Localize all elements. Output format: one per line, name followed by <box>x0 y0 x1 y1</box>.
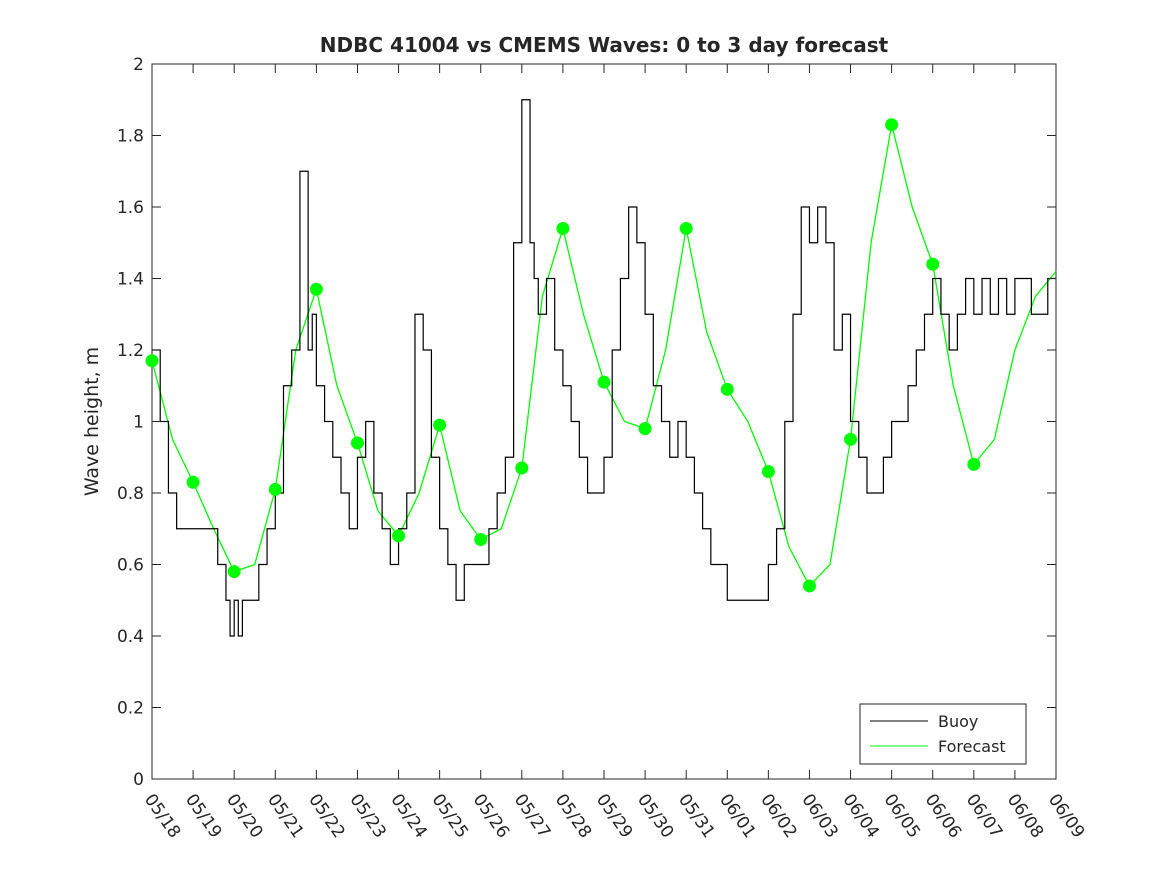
x-tick-label: 05/31 <box>674 790 718 842</box>
x-tick-label: 05/18 <box>140 790 184 842</box>
y-tick-label: 1.8 <box>117 127 144 147</box>
x-tick-label: 05/25 <box>428 790 472 842</box>
y-tick-label: 1 <box>133 413 144 433</box>
x-tick-label: 06/03 <box>797 790 841 842</box>
forecast-marker <box>679 221 693 235</box>
x-tick-label: 05/29 <box>592 790 636 842</box>
forecast-marker <box>885 118 899 132</box>
x-tick-label: 06/06 <box>921 790 965 842</box>
forecast-marker <box>350 436 364 450</box>
x-tick-label: 05/28 <box>551 790 595 842</box>
forecast-marker <box>268 482 282 496</box>
y-tick-label: 0.4 <box>117 627 144 647</box>
x-tick-label: 06/07 <box>962 790 1006 842</box>
forecast-marker <box>227 565 241 579</box>
forecast-marker <box>761 465 775 479</box>
x-tick-label: 06/05 <box>880 790 924 842</box>
forecast-marker <box>474 532 488 546</box>
forecast-marker <box>309 282 323 296</box>
y-axis-label: Wave height, m <box>81 347 103 496</box>
legend-box <box>859 703 1027 765</box>
legend-forecast-label: Forecast <box>938 737 1006 756</box>
forecast-marker <box>802 579 816 593</box>
x-tick-label: 06/09 <box>1044 790 1088 842</box>
forecast-marker <box>145 354 159 368</box>
forecast-marker <box>433 418 447 432</box>
forecast-marker <box>556 221 570 235</box>
forecast-markers <box>145 118 981 593</box>
y-tick-label: 1.4 <box>117 270 144 290</box>
y-tick-label: 1.6 <box>117 198 144 218</box>
forecast-marker <box>186 475 200 489</box>
x-tick-label: 05/21 <box>263 790 307 842</box>
forecast-marker <box>967 457 981 471</box>
x-tick-label: 06/08 <box>1003 790 1047 842</box>
forecast-marker <box>515 461 529 475</box>
y-tick-label: 0 <box>133 770 144 790</box>
x-tick-label: 05/23 <box>345 790 389 842</box>
buoy-line <box>152 99 1056 637</box>
y-tick-label: 1.2 <box>117 341 144 361</box>
x-tick-label: 06/01 <box>715 790 759 842</box>
buoy-series <box>152 99 1056 637</box>
plot-area <box>151 63 1057 780</box>
x-tick-label: 05/27 <box>510 790 554 842</box>
y-tick-label: 2 <box>133 55 144 75</box>
x-tick-label: 06/04 <box>838 790 882 842</box>
legend-buoy-label: Buoy <box>938 712 978 731</box>
x-tick-label: 05/26 <box>469 790 513 842</box>
y-tick-label: 0.6 <box>117 556 144 576</box>
forecast-marker <box>597 375 611 389</box>
y-tick-label: 0.8 <box>117 484 144 504</box>
chart-title: NDBC 41004 vs CMEMS Waves: 0 to 3 day fo… <box>320 33 889 57</box>
x-tick-label: 05/20 <box>222 790 266 842</box>
forecast-marker <box>720 382 734 396</box>
legend: Buoy Forecast <box>859 703 1027 765</box>
forecast-marker <box>638 422 652 436</box>
y-tick-label: 0.2 <box>117 699 144 719</box>
forecast-marker <box>392 529 406 543</box>
forecast-marker <box>926 257 940 271</box>
x-tick-label: 05/24 <box>386 790 430 842</box>
x-tick-label: 06/02 <box>756 790 800 842</box>
forecast-marker <box>844 432 858 446</box>
x-tick-label: 05/30 <box>633 790 677 842</box>
x-tick-label: 05/22 <box>304 790 348 842</box>
x-tick-label: 05/19 <box>181 790 225 842</box>
